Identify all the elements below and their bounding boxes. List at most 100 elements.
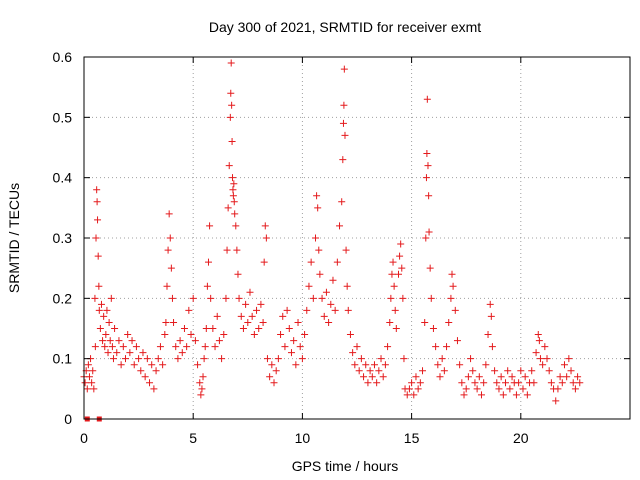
data-point [451, 306, 459, 314]
data-point [349, 349, 357, 357]
data-point [512, 391, 520, 399]
data-point [215, 337, 223, 345]
data-point [351, 361, 359, 369]
data-point [357, 355, 365, 363]
data-point [318, 294, 326, 302]
ticks: 0 5 10 15 20 0 0.1 0.2 0.3 0.4 0.5 0.6 [53, 49, 630, 446]
data-point [235, 294, 243, 302]
data-point [200, 355, 208, 363]
data-point [313, 192, 321, 200]
data-point [532, 349, 540, 357]
data-point [429, 325, 437, 332]
data-point [231, 210, 239, 218]
data-point [471, 379, 479, 387]
data-point [373, 379, 381, 387]
data-point [475, 373, 483, 381]
data-point [379, 373, 387, 381]
y-tick-label: 0.3 [53, 230, 73, 246]
data-point [199, 373, 207, 381]
data-point [104, 349, 112, 357]
data-point [364, 379, 372, 387]
data-point [377, 355, 385, 363]
data-point [99, 337, 107, 345]
data-point [92, 234, 100, 242]
data-point [530, 379, 538, 387]
data-point [161, 331, 169, 339]
data-point [223, 246, 231, 254]
data-point [176, 337, 184, 345]
data-point [83, 385, 91, 393]
data-point [370, 361, 378, 369]
data-point [558, 379, 566, 387]
data-point [211, 343, 219, 351]
data-point [100, 312, 108, 320]
data-point [375, 367, 383, 375]
data-point [504, 367, 512, 375]
data-point [230, 180, 238, 188]
data-point [495, 385, 503, 393]
data-point [148, 361, 156, 369]
data-point [163, 282, 171, 290]
data-point [156, 343, 164, 351]
data-point [167, 264, 175, 272]
data-point [117, 361, 125, 369]
data-point [198, 385, 206, 393]
data-point [574, 373, 582, 381]
data-point [126, 349, 134, 357]
data-point [137, 367, 145, 375]
data-point [387, 294, 395, 302]
data-point [206, 222, 214, 230]
data-point [152, 367, 160, 375]
data-point [408, 379, 416, 387]
data-point [270, 379, 278, 387]
data-point [462, 385, 470, 393]
data-point [292, 361, 300, 369]
data-point [517, 367, 525, 375]
data-point [233, 246, 241, 254]
data-point [255, 325, 263, 332]
data-point [106, 337, 114, 345]
data-point [423, 150, 431, 158]
data-point [168, 294, 176, 302]
data-point [95, 306, 103, 314]
data-point [166, 234, 174, 242]
data-point [405, 385, 413, 393]
data-point [552, 397, 560, 405]
data-point [469, 367, 477, 375]
data-point [229, 192, 237, 200]
data-point [105, 318, 113, 326]
data-point [119, 343, 127, 351]
data-point [150, 385, 158, 393]
data-point [263, 355, 271, 363]
data-point [368, 373, 376, 381]
data-point [196, 379, 204, 387]
data-point [343, 282, 351, 290]
data-point [213, 312, 221, 320]
data-point [242, 300, 250, 308]
data-point [502, 379, 510, 387]
data-point [360, 373, 368, 381]
data-point [447, 294, 455, 302]
data-point [484, 331, 492, 339]
data-point [396, 252, 404, 260]
data-point [341, 131, 349, 139]
data-point [113, 349, 121, 357]
data-point [449, 282, 457, 290]
data-point [436, 373, 444, 381]
data-point [473, 385, 481, 393]
data-point [458, 379, 466, 387]
data-point [312, 234, 320, 242]
data-point [204, 258, 212, 266]
data-point [81, 379, 89, 387]
data-point [400, 355, 408, 363]
data-point [109, 355, 117, 363]
data-point [543, 355, 551, 363]
data-point [423, 95, 431, 103]
data-point [281, 343, 289, 351]
data-point [94, 216, 102, 224]
data-point [191, 337, 199, 345]
data-point [320, 312, 328, 320]
data-point [294, 318, 302, 326]
x-tick-label: 20 [513, 430, 529, 446]
data-point [227, 59, 235, 67]
